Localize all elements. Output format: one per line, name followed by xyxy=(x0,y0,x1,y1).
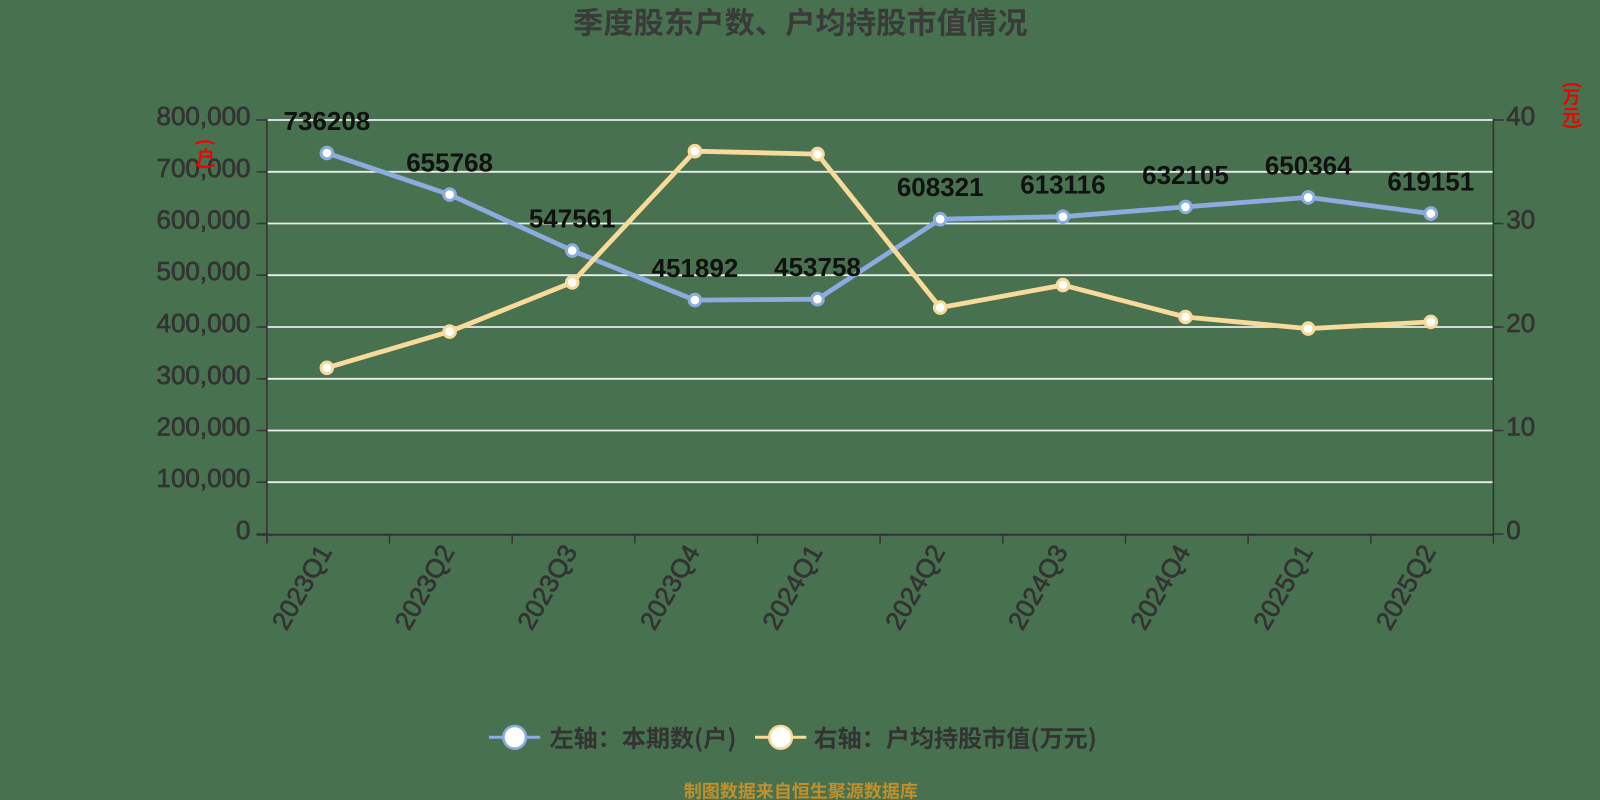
svg-text:2024Q2: 2024Q2 xyxy=(879,539,951,634)
svg-text:2025Q2: 2025Q2 xyxy=(1369,540,1441,635)
svg-text:300,000: 300,000 xyxy=(157,360,251,390)
svg-text:2024Q1: 2024Q1 xyxy=(756,540,828,635)
svg-text:2023Q1: 2023Q1 xyxy=(266,540,338,635)
svg-text:650364: 650364 xyxy=(1265,150,1352,180)
svg-text:2024Q4: 2024Q4 xyxy=(1124,540,1196,635)
svg-text:30: 30 xyxy=(1506,205,1535,235)
svg-text:547561: 547561 xyxy=(529,204,616,234)
svg-text:2023Q4: 2023Q4 xyxy=(634,540,706,635)
svg-text:20: 20 xyxy=(1506,308,1535,338)
svg-text:453758: 453758 xyxy=(774,252,861,282)
svg-text:400,000: 400,000 xyxy=(157,308,251,338)
svg-text:613116: 613116 xyxy=(1020,170,1105,200)
svg-text:2023Q3: 2023Q3 xyxy=(511,540,583,635)
svg-text:500,000: 500,000 xyxy=(157,256,251,286)
svg-text:800,000: 800,000 xyxy=(157,101,251,131)
svg-text:0: 0 xyxy=(1506,515,1520,545)
svg-text:632105: 632105 xyxy=(1142,160,1229,190)
svg-text:200,000: 200,000 xyxy=(157,412,251,442)
svg-text:451892: 451892 xyxy=(652,253,739,283)
svg-text:0: 0 xyxy=(236,515,250,545)
svg-text:40: 40 xyxy=(1506,101,1535,131)
svg-text:608321: 608321 xyxy=(897,172,984,202)
svg-text:619151: 619151 xyxy=(1387,167,1474,197)
svg-text:100,000: 100,000 xyxy=(157,463,251,493)
svg-text:2023Q2: 2023Q2 xyxy=(388,540,460,635)
svg-text:10: 10 xyxy=(1506,412,1535,442)
svg-text:736208: 736208 xyxy=(284,106,371,136)
svg-text:655768: 655768 xyxy=(406,148,493,178)
svg-text:2024Q3: 2024Q3 xyxy=(1002,540,1074,635)
svg-text:600,000: 600,000 xyxy=(157,205,251,235)
svg-text:2025Q1: 2025Q1 xyxy=(1247,540,1319,635)
